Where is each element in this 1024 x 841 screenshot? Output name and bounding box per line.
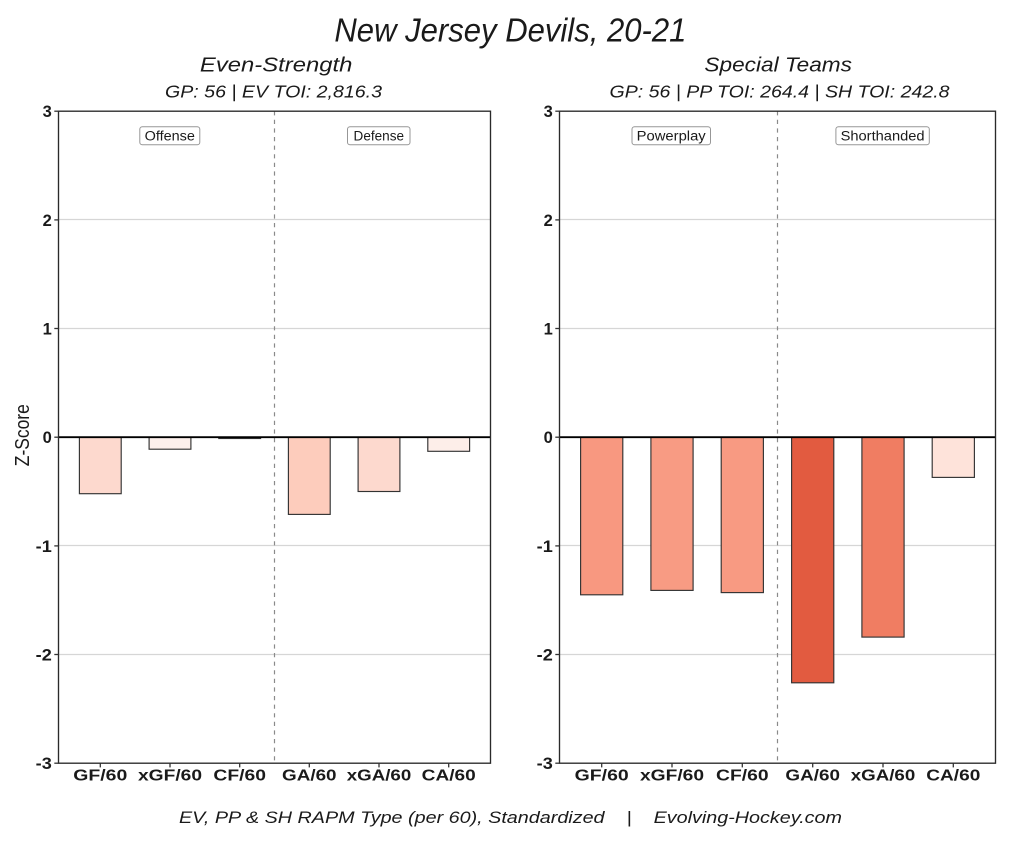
svg-text:-3: -3 xyxy=(537,755,553,773)
svg-text:1: 1 xyxy=(43,320,52,338)
svg-text:0: 0 xyxy=(43,429,52,447)
svg-text:GP: 56 | EV TOI: 2,816.3: GP: 56 | EV TOI: 2,816.3 xyxy=(165,82,382,102)
svg-text:CF/60: CF/60 xyxy=(716,768,769,785)
svg-text:Offense: Offense xyxy=(145,129,195,144)
svg-text:xGF/60: xGF/60 xyxy=(138,768,202,785)
svg-text:-2: -2 xyxy=(537,646,553,664)
svg-text:-3: -3 xyxy=(36,755,52,773)
svg-text:-1: -1 xyxy=(537,538,553,556)
svg-text:GF/60: GF/60 xyxy=(73,768,127,785)
svg-text:2: 2 xyxy=(544,212,553,230)
svg-text:New Jersey Devils, 20-21: New Jersey Devils, 20-21 xyxy=(334,12,686,49)
svg-text:CF/60: CF/60 xyxy=(213,768,266,785)
svg-text:3: 3 xyxy=(544,103,553,121)
svg-text:3: 3 xyxy=(43,103,52,121)
svg-text:Powerplay: Powerplay xyxy=(637,129,706,144)
svg-text:xGF/60: xGF/60 xyxy=(640,768,704,785)
svg-text:xGA/60: xGA/60 xyxy=(347,768,412,785)
svg-text:Shorthanded: Shorthanded xyxy=(841,129,925,144)
svg-text:2: 2 xyxy=(43,212,52,230)
svg-text:1: 1 xyxy=(544,320,553,338)
svg-text:GF/60: GF/60 xyxy=(575,768,629,785)
svg-text:-2: -2 xyxy=(36,646,52,664)
svg-text:xGA/60: xGA/60 xyxy=(851,768,916,785)
svg-text:0: 0 xyxy=(544,429,553,447)
svg-text:GA/60: GA/60 xyxy=(282,768,337,785)
svg-text:CA/60: CA/60 xyxy=(422,768,476,785)
svg-text:Defense: Defense xyxy=(354,129,405,144)
svg-text:-1: -1 xyxy=(36,538,52,556)
svg-text:EV, PP & SH RAPM Type (per 60): EV, PP & SH RAPM Type (per 60), Standard… xyxy=(179,808,842,827)
svg-text:GP: 56 | PP TOI: 264.4 | SH TO: GP: 56 | PP TOI: 264.4 | SH TOI: 242.8 xyxy=(610,82,950,102)
svg-text:CA/60: CA/60 xyxy=(926,768,980,785)
svg-text:GA/60: GA/60 xyxy=(785,768,840,785)
svg-text:Z-Score: Z-Score xyxy=(12,404,34,466)
svg-text:Even-Strength: Even-Strength xyxy=(200,54,353,77)
svg-text:Special Teams: Special Teams xyxy=(704,54,852,77)
